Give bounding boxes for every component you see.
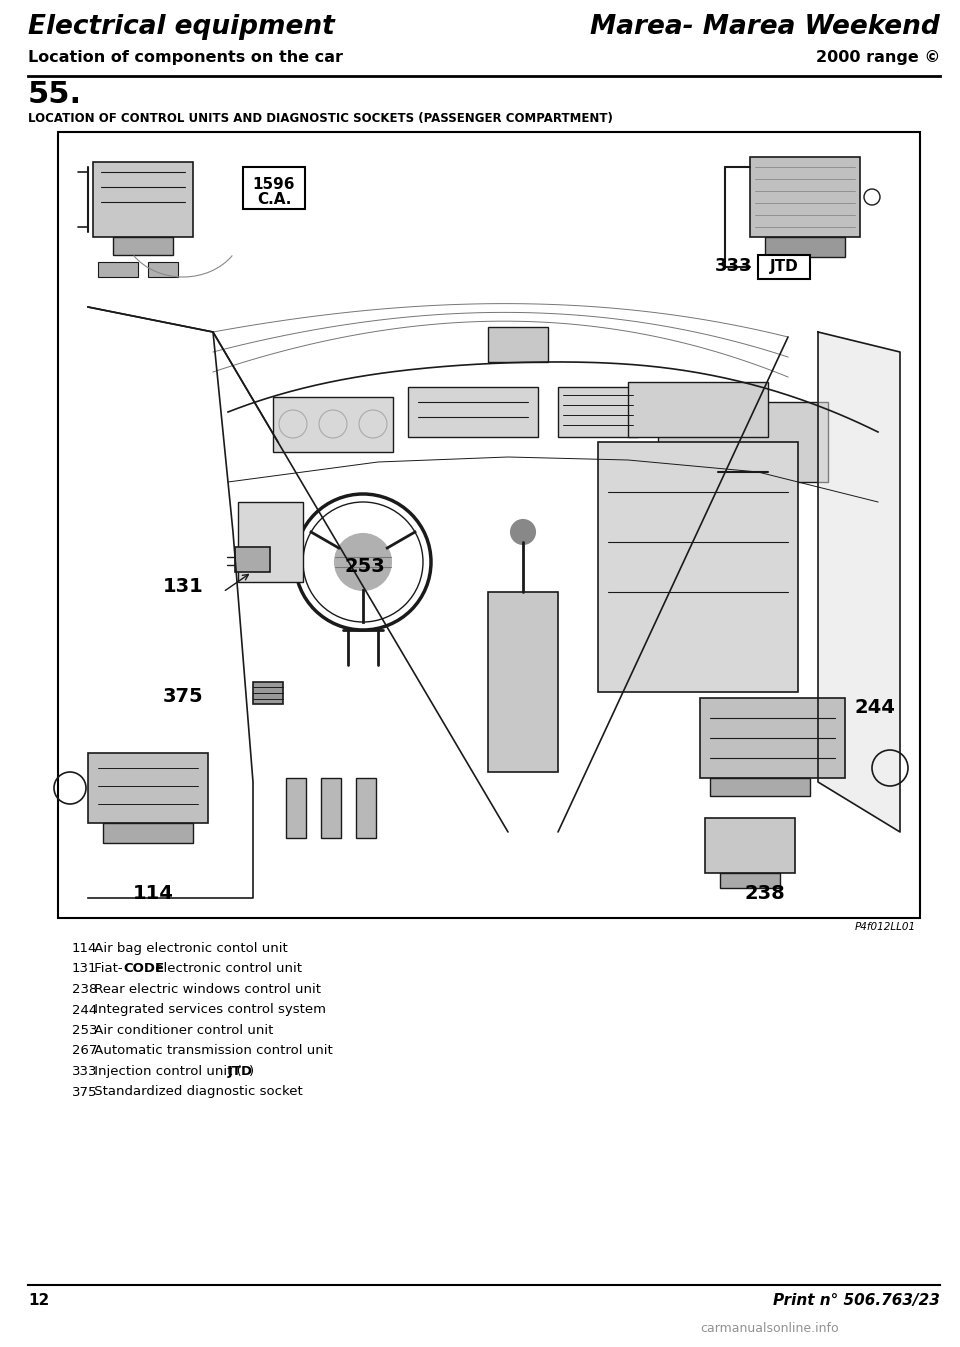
Text: 375: 375 [163,687,204,706]
Bar [113,237,173,255]
Text: 333: 333 [715,257,753,275]
Bar [720,873,780,888]
Bar [598,442,798,692]
Text: Automatic transmission control unit: Automatic transmission control unit [90,1044,333,1057]
Text: JTD: JTD [228,1065,252,1078]
Text: Air conditioner control unit: Air conditioner control unit [90,1024,274,1037]
Text: 375: 375 [72,1086,98,1099]
Text: C.A.: C.A. [257,193,291,207]
Polygon shape [818,331,900,832]
Text: P4f012LL01: P4f012LL01 [854,921,916,932]
Text: 114: 114 [72,942,97,955]
Bar [243,167,305,209]
Bar [765,237,845,257]
Bar [148,263,178,277]
Bar [488,327,548,362]
Text: 131: 131 [163,578,204,597]
Polygon shape [228,731,888,898]
Text: JTD: JTD [770,260,799,275]
Bar [705,818,795,873]
Bar [628,383,768,436]
Bar [710,779,810,796]
Text: ): ) [249,1065,253,1078]
Text: 238: 238 [745,884,785,902]
Bar [238,502,303,582]
Bar [700,698,845,779]
Bar [93,162,193,237]
Bar [58,132,920,919]
Bar [253,682,283,704]
Text: Standardized diagnostic socket: Standardized diagnostic socket [90,1086,302,1099]
Bar [356,779,376,838]
Bar [758,255,810,279]
Bar [408,387,538,436]
Bar [88,753,208,823]
Bar [286,779,306,838]
Text: 333: 333 [72,1065,98,1078]
Text: 253: 253 [345,558,385,577]
Text: 114: 114 [132,884,174,902]
Circle shape [511,520,535,544]
Text: CODE: CODE [123,963,164,975]
Text: Location of components on the car: Location of components on the car [28,50,343,65]
Text: 1596: 1596 [252,176,296,193]
Text: 131: 131 [72,963,98,975]
Bar [488,591,558,772]
Bar [658,401,828,482]
Text: carmanualsonline.info: carmanualsonline.info [700,1321,839,1335]
Text: electronic control unit: electronic control unit [151,963,302,975]
Text: Marea- Marea Weekend: Marea- Marea Weekend [590,13,940,40]
Text: 55.: 55. [28,79,83,109]
Bar [98,263,138,277]
Polygon shape [228,362,878,512]
Text: 253: 253 [72,1024,98,1037]
Bar [321,779,341,838]
Bar [273,397,393,453]
Polygon shape [88,307,253,898]
Bar [558,387,638,436]
Text: Electrical equipment: Electrical equipment [28,13,335,40]
Text: 244: 244 [854,698,895,717]
Bar [235,547,270,572]
Text: 238: 238 [72,983,97,995]
Text: Rear electric windows control unit: Rear electric windows control unit [90,983,321,995]
Text: 244: 244 [72,1004,97,1017]
Text: Integrated services control system: Integrated services control system [90,1004,326,1017]
Text: Injection control unit (: Injection control unit ( [90,1065,242,1078]
Bar [750,158,860,237]
Text: Print n° 506.763/23: Print n° 506.763/23 [773,1293,940,1308]
Text: LOCATION OF CONTROL UNITS AND DIAGNOSTIC SOCKETS (PASSENGER COMPARTMENT): LOCATION OF CONTROL UNITS AND DIAGNOSTIC… [28,112,612,125]
Text: 12: 12 [28,1293,49,1308]
Text: Fiat-: Fiat- [90,963,123,975]
Text: 267: 267 [72,1044,97,1057]
Circle shape [335,533,391,590]
Text: Air bag electronic contol unit: Air bag electronic contol unit [90,942,288,955]
Text: 2000 range ©: 2000 range © [816,50,940,65]
Bar [103,823,193,843]
